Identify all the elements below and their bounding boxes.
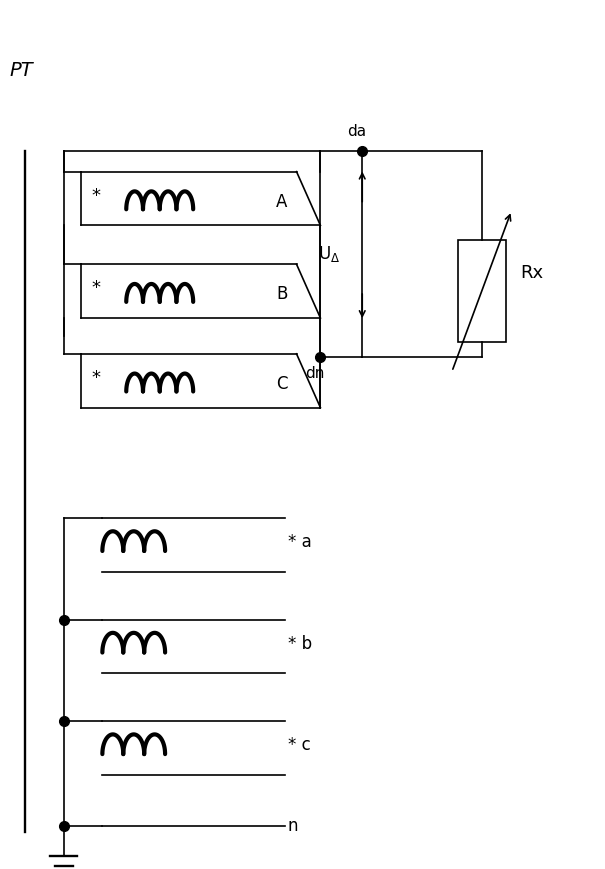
Text: C: C: [276, 375, 287, 393]
Text: Rx: Rx: [520, 264, 544, 282]
Text: B: B: [276, 285, 287, 303]
Text: * c: * c: [287, 736, 310, 754]
FancyBboxPatch shape: [458, 241, 506, 342]
Text: dn: dn: [305, 366, 324, 381]
Text: * a: * a: [287, 533, 312, 551]
Text: n: n: [287, 817, 298, 835]
Text: PT: PT: [10, 61, 33, 80]
Text: da: da: [347, 123, 366, 139]
Text: * b: * b: [287, 634, 312, 653]
Text: *: *: [92, 279, 101, 297]
Text: A: A: [276, 193, 287, 210]
Text: *: *: [92, 368, 101, 387]
Text: U$_\Delta$: U$_\Delta$: [318, 244, 341, 264]
Text: *: *: [92, 187, 101, 204]
